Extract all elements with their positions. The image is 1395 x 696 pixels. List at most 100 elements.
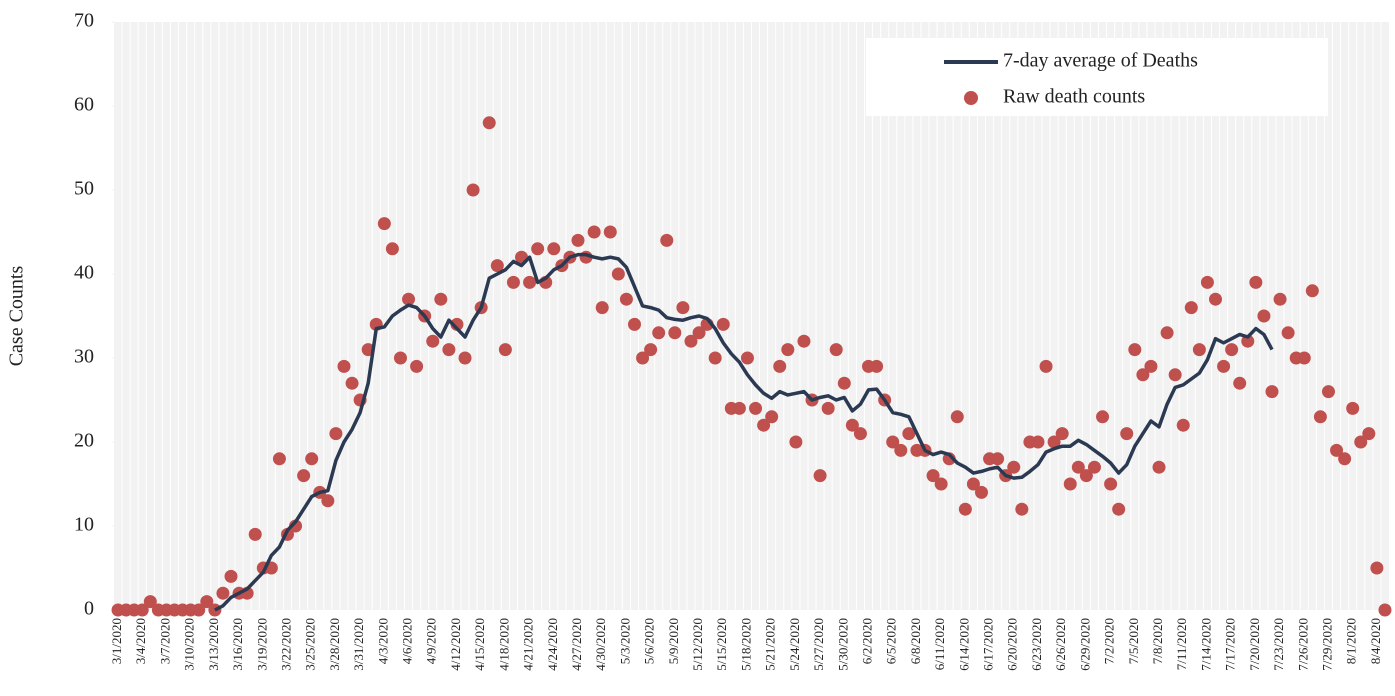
- x-tick-label: 5/3/2020: [617, 618, 632, 664]
- x-tick-label: 5/15/2020: [714, 618, 729, 671]
- data-point: [377, 217, 391, 231]
- y-tick-label: 70: [74, 10, 94, 32]
- legend-dot: [964, 91, 978, 105]
- x-tick-label: 7/29/2020: [1319, 618, 1334, 671]
- data-point: [458, 351, 472, 365]
- x-tick-label: 5/6/2020: [642, 618, 657, 664]
- data-point: [1079, 469, 1093, 483]
- x-tick-label: 3/19/2020: [254, 618, 269, 671]
- data-point: [1015, 502, 1029, 516]
- y-axis-title: Case Counts: [6, 266, 28, 367]
- data-point: [813, 469, 827, 483]
- data-point: [587, 225, 601, 239]
- data-point: [603, 225, 617, 239]
- x-tick-label: 6/29/2020: [1077, 618, 1092, 671]
- x-tick-label: 3/28/2020: [327, 618, 342, 671]
- data-point: [1305, 284, 1319, 298]
- x-tick-label: 5/24/2020: [787, 618, 802, 671]
- x-tick-label: 7/23/2020: [1271, 618, 1286, 671]
- x-tick-label: 5/21/2020: [763, 618, 778, 671]
- legend-label: 7-day average of Deaths: [1003, 50, 1198, 72]
- data-point: [1346, 401, 1360, 415]
- y-tick-label: 40: [74, 262, 94, 284]
- data-point: [490, 259, 504, 273]
- data-point: [1152, 460, 1166, 474]
- data-point: [950, 410, 964, 424]
- x-tick-label: 5/9/2020: [666, 618, 681, 664]
- data-point: [1281, 326, 1295, 340]
- data-point: [1330, 443, 1344, 457]
- data-point: [660, 233, 674, 247]
- data-point: [894, 443, 908, 457]
- data-point: [958, 502, 972, 516]
- data-point: [934, 477, 948, 491]
- legend-label: Raw death counts: [1003, 86, 1145, 108]
- data-point: [781, 343, 795, 357]
- data-point: [1273, 292, 1287, 306]
- x-tick-label: 4/18/2020: [496, 618, 511, 671]
- y-tick-label: 0: [84, 598, 94, 620]
- data-point: [765, 410, 779, 424]
- x-tick-label: 8/4/2020: [1368, 618, 1383, 664]
- x-tick-label: 4/9/2020: [424, 618, 439, 664]
- data-point: [1249, 275, 1263, 289]
- data-point: [1209, 292, 1223, 306]
- x-tick-label: 3/10/2020: [182, 618, 197, 671]
- data-point: [1217, 359, 1231, 373]
- data-point: [708, 351, 722, 365]
- x-tick-label: 6/26/2020: [1053, 618, 1068, 671]
- data-point: [1378, 603, 1392, 617]
- data-point: [1104, 477, 1118, 491]
- data-point: [749, 401, 763, 415]
- x-tick-label: 3/31/2020: [351, 618, 366, 671]
- data-point: [1112, 502, 1126, 516]
- data-point: [636, 351, 650, 365]
- data-point: [1071, 460, 1085, 474]
- data-point: [797, 334, 811, 348]
- x-tick-label: 7/2/2020: [1102, 618, 1117, 664]
- data-point: [482, 116, 496, 130]
- x-tick-label: 7/11/2020: [1174, 618, 1189, 670]
- data-point: [886, 435, 900, 449]
- data-point: [1370, 561, 1384, 575]
- data-point: [1063, 477, 1077, 491]
- data-point: [1354, 435, 1368, 449]
- data-point: [216, 586, 230, 600]
- data-point: [926, 469, 940, 483]
- data-point: [676, 301, 690, 315]
- data-point: [1313, 410, 1327, 424]
- legend: 7-day average of Deaths Raw death counts: [866, 38, 1328, 116]
- data-point: [611, 267, 625, 281]
- data-point: [1233, 376, 1247, 390]
- data-point: [1144, 359, 1158, 373]
- data-point: [773, 359, 787, 373]
- x-tick-label: 7/8/2020: [1150, 618, 1165, 664]
- x-tick-label: 7/14/2020: [1198, 618, 1213, 671]
- data-point: [1241, 334, 1255, 348]
- x-tick-label: 3/7/2020: [157, 618, 172, 664]
- data-point: [1362, 427, 1376, 441]
- x-tick-label: 3/4/2020: [133, 618, 148, 664]
- data-point: [426, 334, 440, 348]
- data-point: [902, 427, 916, 441]
- data-point: [1338, 452, 1352, 466]
- data-point: [385, 242, 399, 256]
- x-tick-label: 6/8/2020: [908, 618, 923, 664]
- x-tick-label: 6/5/2020: [884, 618, 899, 664]
- legend-box: [866, 38, 1328, 116]
- data-point: [1047, 435, 1061, 449]
- x-tick-label: 3/16/2020: [230, 618, 245, 671]
- x-tick-label: 6/11/2020: [932, 618, 947, 670]
- x-tick-label: 6/20/2020: [1005, 618, 1020, 671]
- y-tick-label: 50: [74, 178, 94, 200]
- data-point: [1031, 435, 1045, 449]
- data-point: [434, 292, 448, 306]
- data-point: [716, 317, 730, 331]
- x-tick-label: 4/6/2020: [400, 618, 415, 664]
- x-tick-label: 5/30/2020: [835, 618, 850, 671]
- data-point: [1039, 359, 1053, 373]
- data-point: [498, 343, 512, 357]
- data-point: [870, 359, 884, 373]
- data-point: [143, 595, 157, 609]
